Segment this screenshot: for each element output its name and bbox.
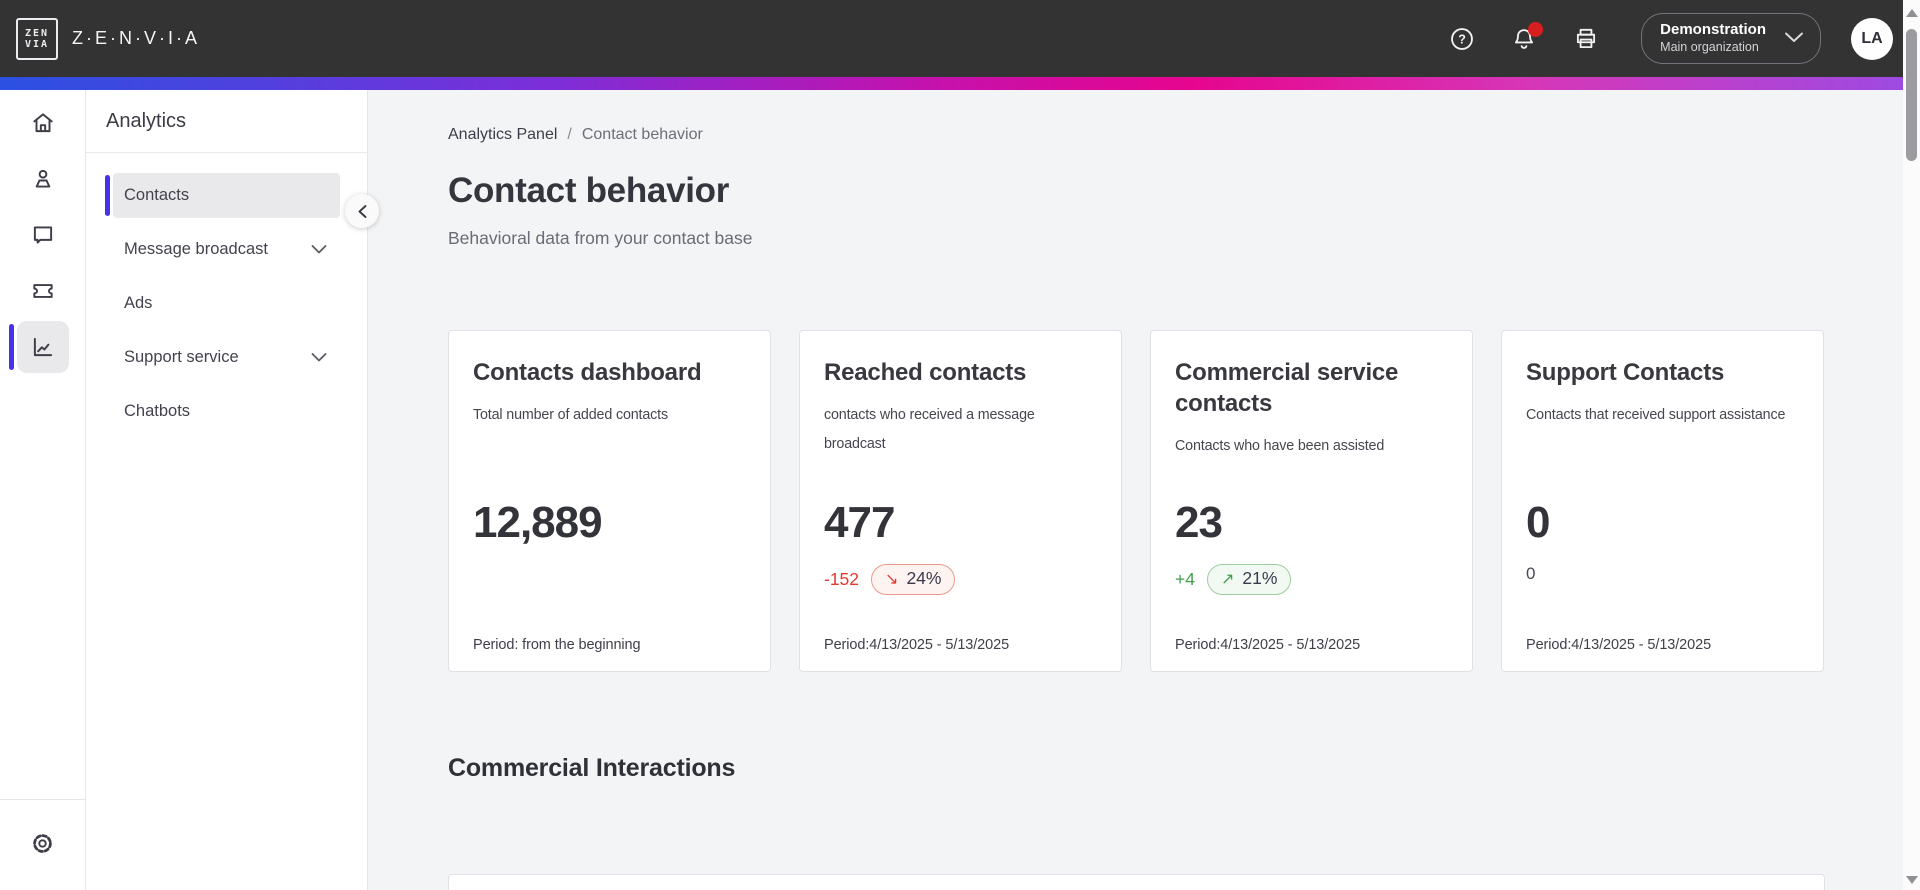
card-delta-row: -152 ↘ 24%: [824, 564, 956, 595]
sidebar-item-message-broadcast[interactable]: Message broadcast: [113, 227, 340, 272]
notifications-bell-icon[interactable]: [1511, 21, 1544, 52]
card-description: contacts who received a message broadcas…: [824, 407, 1035, 452]
body-row: Analytics Contacts Message broadcast Ads…: [0, 90, 1920, 890]
home-icon[interactable]: [17, 97, 69, 149]
chevron-down-icon: [311, 240, 327, 259]
top-bar: ZEN VIA Z·E·N·V·I·A ? Demon: [0, 0, 1920, 77]
sidebar-collapse-button[interactable]: [345, 194, 379, 228]
brand-gradient-bar: [0, 77, 1920, 90]
breadcrumb-separator: /: [567, 126, 572, 143]
logo-text-bottom: VIA: [24, 38, 50, 50]
sidebar-item-label: Contacts: [124, 186, 190, 204]
card-description: Total number of added contacts: [473, 407, 668, 423]
delta-value: 0: [1526, 564, 1536, 583]
trend-down-icon: ↘: [885, 570, 899, 588]
settings-gear-icon[interactable]: [17, 817, 69, 869]
commercial-interactions-card-partial: [448, 874, 1825, 890]
page-scrollbar[interactable]: [1903, 0, 1920, 890]
organization-switcher[interactable]: Demonstration Main organization: [1641, 13, 1821, 64]
organization-labels: Demonstration Main organization: [1660, 20, 1766, 55]
card-period: Period: from the beginning: [473, 637, 641, 653]
card-value: 477: [824, 498, 895, 547]
chat-bubble-icon[interactable]: [17, 209, 69, 261]
sidebar-item-label: Support service: [124, 348, 239, 366]
trend-badge: ↗ 21%: [1206, 564, 1292, 595]
organization-name: Demonstration: [1660, 21, 1766, 38]
rail-footer: [0, 799, 85, 890]
analytics-chart-icon[interactable]: [8, 321, 69, 373]
card-period: Period:4/13/2025 - 5/13/2025: [824, 637, 1010, 653]
printer-icon[interactable]: [1573, 26, 1599, 52]
card-value: 12,889: [473, 498, 603, 547]
card-value: 0: [1526, 498, 1551, 547]
sidebar-item-ads[interactable]: Ads: [113, 281, 340, 326]
page-title: Contact behavior: [448, 171, 730, 210]
section-title-commercial-interactions: Commercial Interactions: [448, 754, 736, 782]
delta-percent: 21%: [1242, 568, 1278, 588]
card-period: Period:4/13/2025 - 5/13/2025: [1175, 637, 1361, 653]
card-delta-row: +4 ↗ 21%: [1175, 564, 1292, 595]
avatar[interactable]: LA: [1851, 17, 1893, 60]
card-description: Contacts who have been assisted: [1175, 438, 1385, 454]
sidebar-item-label: Chatbots: [124, 402, 191, 420]
breadcrumb: Analytics Panel / Contact behavior: [448, 126, 1920, 144]
sidebar: Analytics Contacts Message broadcast Ads…: [86, 90, 368, 890]
card-description: Contacts that received support assistanc…: [1526, 407, 1786, 423]
zenvia-logo-icon: ZEN VIA: [16, 17, 58, 60]
scrollbar-thumb[interactable]: [1906, 29, 1917, 161]
main-content: Analytics Panel / Contact behavior Conta…: [368, 90, 1920, 890]
notification-badge-dot: [1528, 21, 1544, 37]
chevron-down-icon: [311, 348, 327, 367]
organization-subtitle: Main organization: [1660, 40, 1759, 54]
sidebar-item-label: Ads: [124, 294, 153, 312]
card-contacts-dashboard: Contacts dashboard Total number of added…: [448, 330, 771, 672]
sidebar-item-chatbots[interactable]: Chatbots: [113, 389, 340, 434]
logo-text-top: ZEN: [24, 27, 50, 39]
summary-cards: Contacts dashboard Total number of added…: [448, 330, 1920, 672]
card-period: Period:4/13/2025 - 5/13/2025: [1526, 637, 1712, 653]
card-commercial-service-contacts: Commercial service contacts Contacts who…: [1150, 330, 1473, 672]
card-title: Commercial service contacts: [1175, 359, 1399, 417]
delta-value: +4: [1175, 569, 1195, 589]
breadcrumb-current: Contact behavior: [581, 126, 703, 143]
brand-wordmark: Z·E·N·V·I·A: [72, 28, 200, 48]
breadcrumb-parent-link[interactable]: Analytics Panel: [448, 126, 558, 143]
trend-up-icon: ↗: [1220, 570, 1235, 588]
icon-rail: [0, 90, 86, 890]
header-actions: ?: [1449, 21, 1599, 52]
card-title: Contacts dashboard: [473, 359, 702, 386]
sidebar-title: Analytics: [106, 110, 187, 132]
sidebar-menu: Contacts Message broadcast Ads Support s…: [86, 173, 367, 434]
sidebar-item-contacts[interactable]: Contacts: [105, 173, 340, 218]
card-title: Reached contacts: [824, 359, 1027, 386]
card-title: Support Contacts: [1526, 359, 1725, 386]
sidebar-item-label: Message broadcast: [124, 240, 268, 258]
scroll-up-arrow-icon[interactable]: [1905, 9, 1918, 17]
sidebar-item-support-service[interactable]: Support service: [113, 335, 340, 380]
card-reached-contacts: Reached contacts contacts who received a…: [799, 330, 1122, 672]
scroll-down-arrow-icon[interactable]: [1905, 876, 1918, 884]
ticket-icon[interactable]: [17, 265, 69, 317]
delta-value: -152: [824, 569, 860, 589]
chevron-left-icon: [358, 204, 366, 218]
card-value: 23: [1175, 498, 1223, 547]
trend-badge: ↘ 24%: [871, 564, 956, 595]
contacts-person-icon[interactable]: [17, 153, 69, 205]
card-support-contacts: Support Contacts Contacts that received …: [1501, 330, 1824, 672]
delta-percent: 24%: [906, 568, 942, 588]
svg-text:?: ?: [1458, 32, 1466, 46]
sidebar-divider: [86, 152, 367, 153]
help-icon[interactable]: ?: [1449, 26, 1475, 52]
page-subtitle: Behavioral data from your contact base: [448, 228, 753, 248]
card-delta-row: 0: [1526, 564, 1535, 584]
chevron-down-icon: [1785, 32, 1803, 42]
